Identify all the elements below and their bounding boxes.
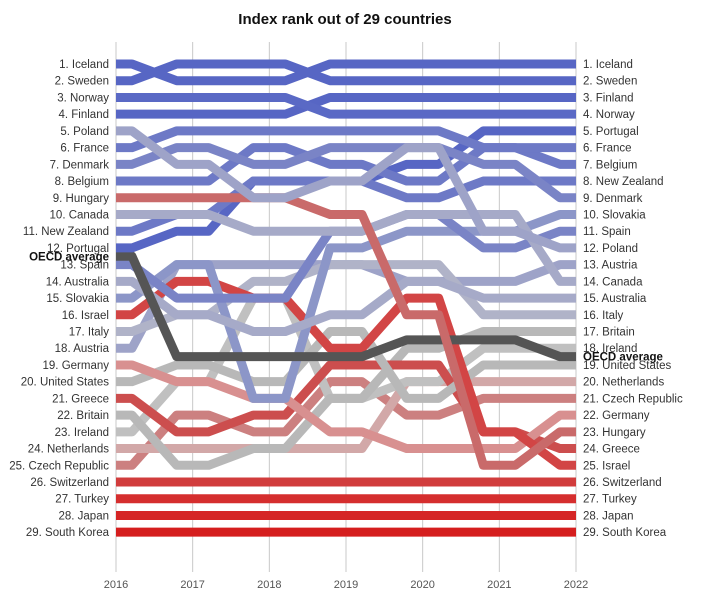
left-label-12-portugal: 12. Portugal [47,243,109,255]
right-label-9-denmark: 9. Denmark [583,193,643,205]
left-label-23-ireland: 23. Ireland [55,427,109,439]
x-tick-2017: 2017 [180,579,204,591]
x-tick-2021: 2021 [487,579,511,591]
year-gridlines [115,42,577,572]
left-label-24-netherlands: 24. Netherlands [28,444,109,456]
series-lines [116,59,576,537]
left-label-28-japan: 28. Japan [58,510,109,522]
right-label-1-iceland: 1. Iceland [583,59,633,71]
left-label-16-israel: 16. Israel [62,310,109,322]
right-label-19-united-states: 19. United States [583,360,671,372]
left-label-25-czech-republic: 25. Czech Republic [9,460,109,472]
series-line-denmark [116,143,576,203]
left-label-oecd-average: OECD average [29,251,109,263]
right-label-15-australia: 15. Australia [583,293,647,305]
left-label-17-italy: 17. Italy [69,327,110,339]
left-label-22-britain: 22. Britain [57,410,109,422]
right-label-2-sweden: 2. Sweden [583,76,637,88]
right-label-8-new-zealand: 8. New Zealand [583,176,664,188]
series-line-canada [116,209,576,286]
x-tick-2016: 2016 [104,579,128,591]
right-label-23-hungary: 23. Hungary [583,427,646,439]
left-label-15-slovakia: 15. Slovakia [46,293,109,305]
chart-title: Index rank out of 29 countries [238,11,451,28]
right-label-3-finland: 3. Finland [583,92,634,104]
right-label-27-turkey: 27. Turkey [583,494,637,506]
left-label-2-sweden: 2. Sweden [55,76,109,88]
left-label-7-denmark: 7. Denmark [50,159,110,171]
right-label-28-japan: 28. Japan [583,510,634,522]
x-tick-2019: 2019 [334,579,358,591]
left-label-4-finland: 4. Finland [58,109,109,121]
right-label-13-austria: 13. Austria [583,260,638,272]
right-label-20-netherlands: 20. Netherlands [583,377,664,389]
series-line-hungary [116,193,576,470]
left-label-18-austria: 18. Austria [55,343,110,355]
series-line-australia [116,276,576,337]
left-label-19-germany: 19. Germany [43,360,110,372]
right-label-12-poland: 12. Poland [583,243,638,255]
right-label-17-britain: 17. Britain [583,327,635,339]
right-rank-labels: 1. Iceland 2. Sweden 3. Finland 4. Norway 5.… [583,59,683,539]
right-label-oecd-average: OECD average [583,352,663,364]
left-label-5-poland: 5. Poland [60,126,109,138]
series-line-czech-republic [116,377,576,470]
right-label-22-germany: 22. Germany [583,410,650,422]
left-label-3-norway: 3. Norway [57,92,109,104]
right-label-21-czech-republic: 21. Czech Republic [583,393,683,405]
right-label-4-norway: 4. Norway [583,109,635,121]
series-line-britain [116,327,576,470]
series-line-france [116,126,576,153]
series-line-netherlands [116,377,576,454]
left-label-26-switzerland: 26. Switzerland [30,477,109,489]
left-label-27-turkey: 27. Turkey [55,494,109,506]
right-label-10-slovakia: 10. Slovakia [583,209,646,221]
series-line-germany [116,360,576,454]
left-label-29-south-korea: 29. South Korea [26,527,110,539]
right-label-7-belgium: 7. Belgium [583,159,637,171]
right-label-24-greece: 24. Greece [583,444,640,456]
left-label-11-new-zealand: 11. New Zealand [23,226,109,238]
series-line-norway [116,92,576,119]
left-label-13-spain: 13. Spain [60,260,109,272]
left-label-10-canada: 10. Canada [50,209,110,221]
left-label-8-belgium: 8. Belgium [55,176,109,188]
left-label-6-france: 6. France [60,143,109,155]
left-rank-labels: 1. Iceland 2. Sweden 3. Norway 4. Finland 5.… [9,59,109,539]
series-line-iceland [116,59,576,86]
series-line-finland [116,92,576,119]
right-label-11-spain: 11. Spain [583,226,631,238]
series-line-israel [116,276,576,470]
x-tick-2018: 2018 [257,579,281,591]
right-label-25-israel: 25. Israel [583,460,630,472]
x-axis: 2016 2017 2018 2019 2020 2021 2022 [104,579,588,591]
right-label-5-portugal: 5. Portugal [583,126,639,138]
series-line-sweden [116,59,576,86]
x-tick-2020: 2020 [410,579,434,591]
right-label-14-canada: 14. Canada [583,276,643,288]
left-label-21-greece: 21. Greece [52,393,109,405]
series-line-oecd-average [116,251,576,362]
left-label-20-united-states: 20. United States [21,377,109,389]
right-label-6-france: 6. France [583,143,632,155]
series-line-poland [116,126,576,253]
left-label-9-hungary: 9. Hungary [53,193,110,205]
left-label-1-iceland: 1. Iceland [59,59,109,71]
right-label-26-switzerland: 26. Switzerland [583,477,662,489]
left-label-14-australia: 14. Australia [46,276,110,288]
right-label-29-south-korea: 29. South Korea [583,527,667,539]
right-label-18-ireland: 18. Ireland [583,343,637,355]
right-label-16-italy: 16. Italy [583,310,624,322]
x-tick-2022: 2022 [564,579,588,591]
series-line-united-states [116,327,576,403]
